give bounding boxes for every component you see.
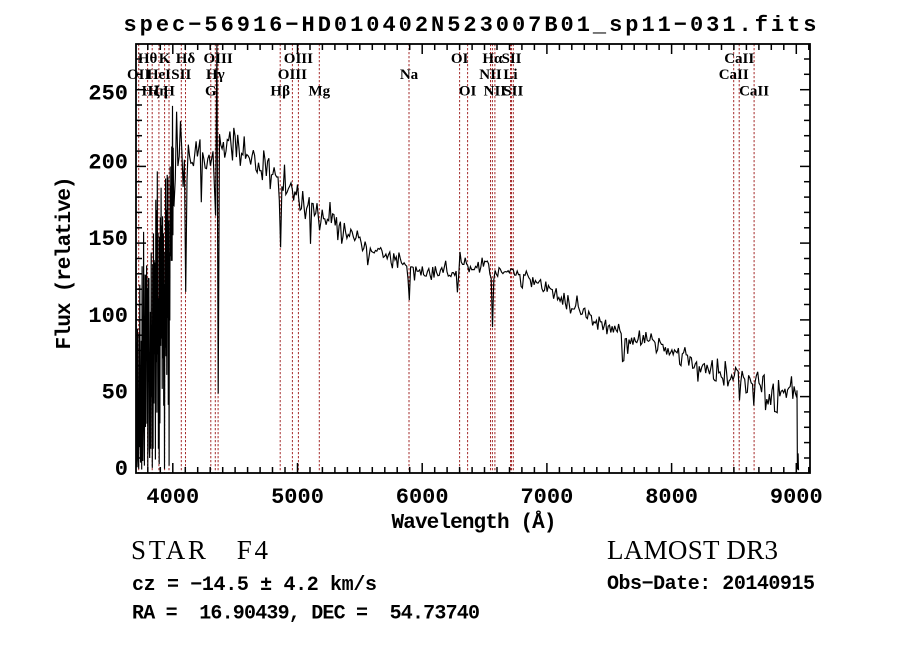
svg-text:4000: 4000 bbox=[146, 485, 199, 510]
svg-text:50: 50 bbox=[102, 381, 128, 406]
svg-text:G: G bbox=[205, 84, 217, 100]
svg-text:Obs−Date: 20140915: Obs−Date: 20140915 bbox=[607, 573, 815, 596]
svg-text:100: 100 bbox=[88, 304, 128, 329]
svg-text:OIII: OIII bbox=[278, 67, 307, 83]
svg-text:NII: NII bbox=[479, 67, 502, 83]
svg-text:OI: OI bbox=[459, 84, 477, 100]
svg-text:SII: SII bbox=[171, 67, 191, 83]
svg-text:K: K bbox=[159, 51, 171, 67]
svg-text:Hζ: Hζ bbox=[142, 84, 161, 100]
svg-text:Wavelength (Å): Wavelength (Å) bbox=[392, 510, 557, 535]
svg-text:Hβ: Hβ bbox=[270, 84, 290, 100]
svg-text:SII: SII bbox=[503, 84, 523, 100]
svg-text:6000: 6000 bbox=[396, 485, 449, 510]
svg-text:OIII: OIII bbox=[284, 51, 313, 67]
svg-text:SII: SII bbox=[501, 51, 521, 67]
svg-text:Hη: Hη bbox=[148, 84, 168, 100]
svg-text:7000: 7000 bbox=[520, 485, 573, 510]
svg-text:NII: NII bbox=[484, 84, 507, 100]
svg-text:Hθ: Hθ bbox=[138, 51, 158, 67]
svg-text:200: 200 bbox=[88, 150, 128, 175]
svg-text:OII: OII bbox=[127, 67, 151, 83]
svg-text:spec−56916−HD010402N523007B01_: spec−56916−HD010402N523007B01_sp11−031.f… bbox=[124, 13, 817, 38]
svg-text:H: H bbox=[163, 84, 175, 100]
svg-text:LAMOST DR3: LAMOST DR3 bbox=[607, 535, 778, 565]
svg-text:CaII: CaII bbox=[724, 51, 754, 67]
svg-text:STAR F4: STAR F4 bbox=[131, 535, 269, 565]
svg-text:CaII: CaII bbox=[719, 67, 749, 83]
svg-text:OI: OI bbox=[451, 51, 469, 67]
svg-text:8000: 8000 bbox=[645, 485, 698, 510]
svg-text:9000: 9000 bbox=[770, 485, 823, 510]
svg-text:HeI: HeI bbox=[147, 67, 171, 83]
svg-text:0: 0 bbox=[115, 457, 128, 482]
svg-text:Li: Li bbox=[503, 67, 517, 83]
svg-text:RA = 16.90439, DEC = 54.7374: RA = 16.90439, DEC = 54.73740 bbox=[132, 603, 480, 626]
svg-text:Hδ: Hδ bbox=[176, 51, 196, 67]
svg-text:5000: 5000 bbox=[271, 485, 324, 510]
svg-text:Na: Na bbox=[400, 67, 419, 83]
svg-text:150: 150 bbox=[88, 227, 128, 252]
svg-text:Mg: Mg bbox=[308, 84, 330, 100]
svg-text:250: 250 bbox=[88, 82, 128, 107]
svg-text:CaII: CaII bbox=[739, 84, 769, 100]
svg-text:OIII: OIII bbox=[204, 51, 233, 67]
svg-text:Hα: Hα bbox=[482, 51, 503, 67]
svg-text:Hγ: Hγ bbox=[206, 67, 225, 83]
svg-text:Flux (relative): Flux (relative) bbox=[54, 177, 77, 350]
svg-text:cz = −14.5 ± 4.2 km/s: cz = −14.5 ± 4.2 km/s bbox=[132, 574, 377, 597]
